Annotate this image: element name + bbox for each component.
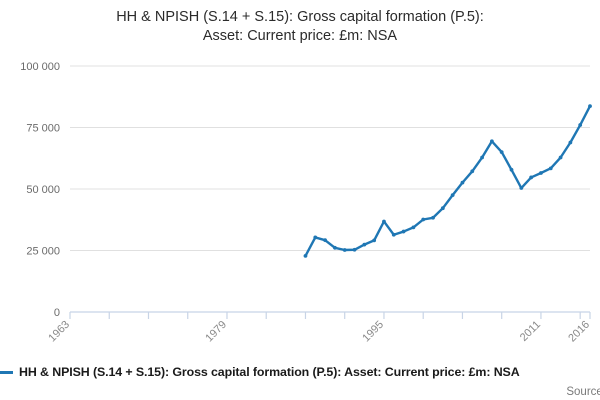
data-point (558, 155, 563, 160)
source-label: Source: (566, 386, 600, 398)
data-point (391, 232, 396, 237)
x-tick-label: 1963 (46, 319, 72, 345)
x-axis-tick-labels: 1963 1979 1995 2011 2016 (46, 319, 592, 345)
data-point (440, 206, 445, 211)
data-point (401, 229, 406, 234)
y-tick-label: 100 000 (20, 61, 60, 73)
source-row: Source: (6, 382, 600, 400)
x-tick-label: 2016 (566, 319, 592, 345)
data-point (460, 180, 465, 185)
data-point (529, 175, 534, 180)
data-point (333, 245, 337, 250)
data-point (489, 139, 494, 144)
x-axis-group (69, 311, 591, 319)
data-point (470, 169, 475, 174)
data-series-group (303, 104, 592, 258)
legend-series-label: HH & NPISH (S.14 + S.15): Gross capital … (19, 365, 520, 379)
data-point (323, 238, 327, 243)
data-point (362, 242, 367, 247)
data-point (313, 235, 318, 240)
data-point (303, 254, 308, 258)
data-point (548, 166, 553, 171)
data-point (480, 155, 484, 160)
data-point (578, 123, 583, 127)
data-point (568, 140, 573, 145)
data-point (431, 215, 435, 220)
gridlines-group (70, 65, 590, 251)
data-point (411, 225, 416, 230)
x-tick-label: 2011 (518, 319, 543, 344)
data-point (588, 104, 592, 108)
legend-color-swatch-icon (0, 370, 13, 374)
data-point (509, 167, 514, 172)
y-tick-label: 0 (54, 307, 60, 319)
data-point (421, 217, 426, 222)
data-point (519, 186, 524, 190)
data-point (539, 171, 543, 175)
data-point (450, 193, 455, 198)
data-point (372, 238, 377, 243)
x-tick-label: 1995 (360, 319, 386, 345)
y-axis-tick-labels: 0 25 000 50 000 75 000 100 000 (20, 61, 60, 319)
y-tick-label: 75 000 (26, 123, 60, 135)
data-point (499, 150, 504, 155)
series-line (304, 104, 592, 258)
data-point (342, 248, 347, 252)
data-point (352, 247, 357, 252)
x-tick-label: 1979 (203, 319, 229, 345)
legend[interactable]: HH & NPISH (S.14 + S.15): Gross capital … (0, 362, 600, 382)
data-point (382, 219, 386, 224)
chart-title: HH & NPISH (S.14 + S.15): Gross capital … (116, 9, 484, 44)
y-tick-label: 25 000 (26, 246, 60, 258)
y-tick-label: 50 000 (26, 184, 60, 196)
